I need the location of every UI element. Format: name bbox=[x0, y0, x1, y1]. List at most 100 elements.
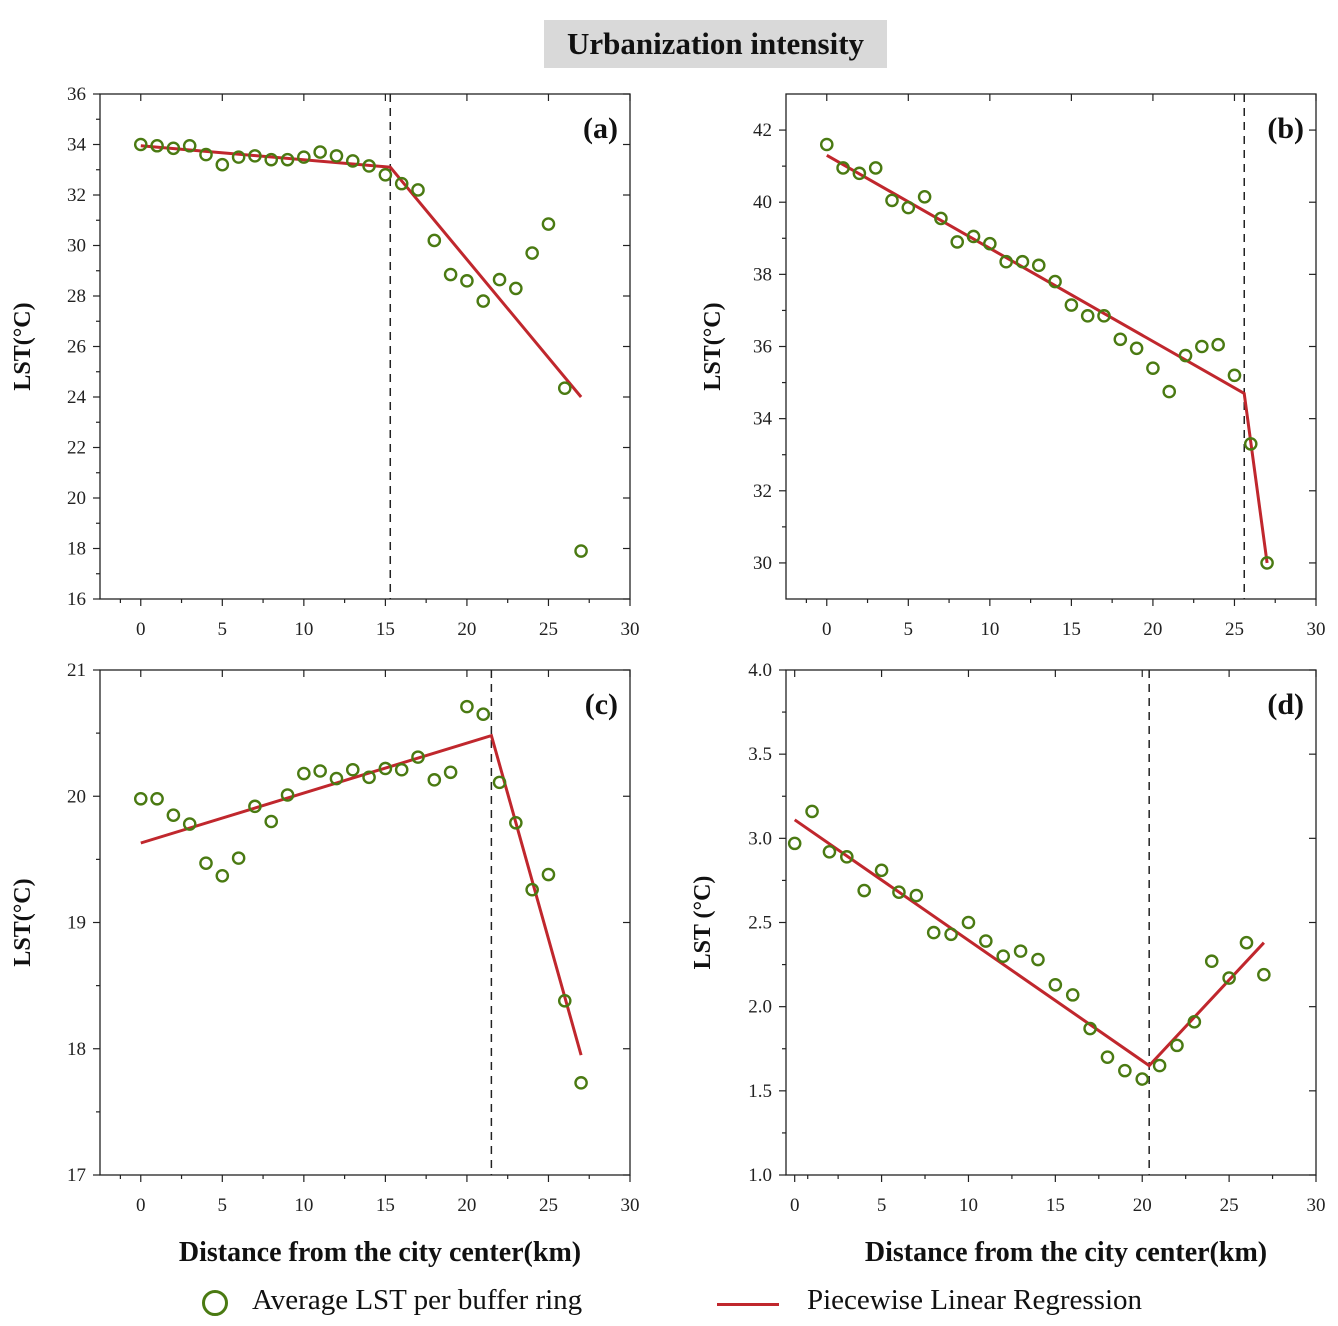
y-tick-label: 21 bbox=[67, 660, 86, 681]
data-point bbox=[557, 381, 572, 395]
data-point bbox=[525, 246, 539, 260]
data-point bbox=[1064, 298, 1079, 312]
data-point bbox=[574, 1076, 588, 1090]
data-point bbox=[1031, 952, 1045, 967]
data-point bbox=[1222, 971, 1236, 985]
data-point bbox=[1031, 258, 1046, 273]
data-point bbox=[1260, 556, 1274, 570]
data-point bbox=[852, 166, 867, 181]
y-tick-label: 3.5 bbox=[748, 744, 772, 765]
y-tick-label: 1.5 bbox=[748, 1081, 772, 1102]
x-tick-label: 0 bbox=[790, 1195, 800, 1216]
x-axis-label: Distance from the city center(km) bbox=[179, 1237, 581, 1268]
figure-title-box: Urbanization intensity bbox=[544, 20, 887, 68]
data-point bbox=[1187, 1015, 1202, 1029]
data-point bbox=[822, 845, 837, 859]
y-tick-label: 32 bbox=[753, 481, 772, 502]
data-point bbox=[1065, 988, 1080, 1002]
data-point bbox=[1243, 437, 1258, 451]
data-point bbox=[1211, 337, 1225, 352]
x-tick-label: 20 bbox=[1133, 1195, 1152, 1216]
data-point bbox=[979, 934, 993, 948]
data-point bbox=[541, 217, 556, 231]
data-point bbox=[199, 856, 213, 870]
regression-line bbox=[140, 144, 583, 398]
data-point bbox=[280, 788, 295, 802]
data-point bbox=[1257, 967, 1271, 982]
y-tick-label: 40 bbox=[753, 192, 772, 213]
chart-panel-2: 30 32 34 36 38 40 42 0 5 10 15 20 25 30 (b) LST(°C) bbox=[700, 93, 1326, 640]
data-point bbox=[297, 766, 311, 781]
data-point bbox=[231, 150, 246, 164]
data-point bbox=[378, 761, 393, 776]
data-point bbox=[313, 764, 327, 778]
x-tick-label: 30 bbox=[621, 619, 640, 640]
data-point bbox=[182, 138, 197, 153]
data-point bbox=[248, 149, 262, 163]
data-point bbox=[443, 267, 458, 282]
data-point bbox=[182, 817, 197, 831]
x-tick-label: 10 bbox=[294, 619, 313, 640]
data-point bbox=[1239, 935, 1254, 950]
y-tick-label: 1.0 bbox=[748, 1165, 772, 1186]
y-axis-label: LST(°C) bbox=[700, 302, 726, 390]
data-point bbox=[264, 814, 279, 829]
data-point bbox=[983, 236, 997, 251]
data-point bbox=[1170, 1038, 1184, 1053]
data-point bbox=[1146, 361, 1160, 375]
plot-frame bbox=[99, 669, 631, 1176]
data-point bbox=[1113, 332, 1128, 347]
data-point bbox=[345, 154, 360, 168]
x-tick-label: 30 bbox=[1307, 1195, 1326, 1216]
data-point bbox=[787, 836, 802, 851]
data-point bbox=[874, 863, 889, 878]
data-point bbox=[199, 147, 213, 162]
data-point bbox=[1080, 309, 1095, 323]
data-point bbox=[961, 915, 976, 930]
data-point bbox=[1227, 368, 1242, 383]
data-point bbox=[427, 773, 442, 787]
data-point bbox=[1083, 1021, 1097, 1036]
data-point bbox=[460, 699, 474, 714]
chart-panel-4: 1.0 1.5 2.0 2.5 3.0 3.5 4.0 0 5 10 15 20 25 30 (d) LST … bbox=[690, 660, 1326, 1268]
y-tick-label: 36 bbox=[67, 84, 86, 105]
data-point bbox=[557, 993, 572, 1008]
data-point bbox=[1048, 274, 1062, 289]
data-point bbox=[150, 138, 164, 153]
y-tick-label: 34 bbox=[67, 135, 87, 156]
x-tick-label: 30 bbox=[621, 1195, 640, 1216]
x-tick-label: 5 bbox=[218, 1195, 228, 1216]
data-point bbox=[231, 851, 246, 865]
y-tick-label: 19 bbox=[67, 913, 86, 934]
data-point bbox=[443, 765, 458, 780]
data-point bbox=[509, 815, 523, 830]
data-point bbox=[1135, 1072, 1150, 1086]
y-axis-label: LST(°C) bbox=[10, 878, 36, 966]
chart-panel-1: 16 18 20 22 24 26 28 30 32 34 36 0 5 10 15 20 25 30 (a) LST… bbox=[10, 84, 640, 640]
y-tick-label: 30 bbox=[753, 553, 772, 574]
data-point bbox=[166, 141, 181, 156]
y-tick-label: 38 bbox=[753, 264, 772, 285]
data-point bbox=[1195, 339, 1209, 354]
data-point bbox=[836, 161, 850, 175]
data-point bbox=[868, 161, 883, 175]
figure-plots: 16 18 20 22 24 26 28 30 32 34 36 0 5 10 15 20 25 30 (a) LST… bbox=[10, 84, 1326, 1268]
x-tick-label: 20 bbox=[457, 1195, 476, 1216]
data-point bbox=[525, 882, 539, 897]
panel-label: (d) bbox=[1267, 688, 1304, 721]
data-point bbox=[950, 235, 965, 249]
data-point bbox=[313, 145, 327, 159]
data-point bbox=[133, 791, 148, 806]
data-point bbox=[394, 176, 409, 191]
y-tick-label: 18 bbox=[67, 539, 86, 560]
data-point bbox=[215, 868, 230, 883]
data-point bbox=[1152, 1058, 1167, 1073]
data-point bbox=[1100, 1050, 1115, 1064]
y-tick-label: 18 bbox=[67, 1039, 86, 1060]
regression-line bbox=[140, 733, 583, 1056]
legend-marker-line bbox=[717, 1303, 779, 1306]
y-tick-label: 32 bbox=[67, 185, 86, 206]
plot-frame bbox=[785, 669, 1317, 1176]
data-point bbox=[492, 775, 507, 790]
data-point bbox=[460, 274, 474, 288]
